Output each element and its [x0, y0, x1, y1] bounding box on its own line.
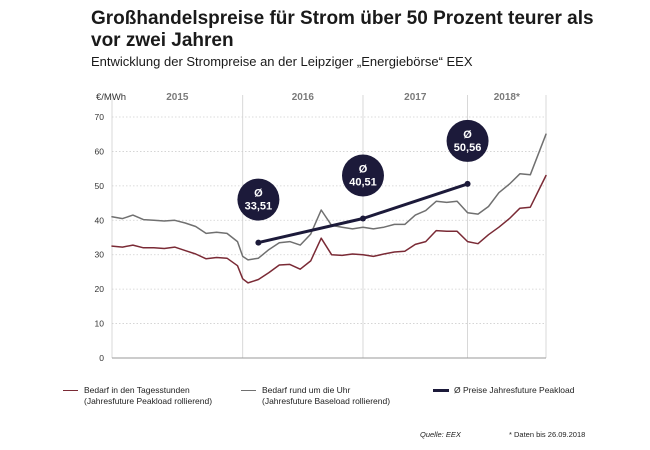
legend-swatch-average — [433, 389, 449, 392]
year-label-0: 2015 — [166, 92, 189, 103]
average-point-0 — [255, 239, 262, 246]
baseload-series-line — [111, 133, 547, 261]
legend-baseload: Bedarf rund um die Uhr (Jahresfuture Bas… — [241, 385, 421, 409]
year-label-2: 2017 — [404, 92, 427, 103]
average-symbol-2: Ø — [463, 129, 472, 141]
average-value-label-0: 33,51 — [245, 201, 273, 213]
chart-subtitle: Entwicklung der Strompreise an der Leipz… — [91, 54, 473, 69]
y-tick-label-20: 20 — [95, 284, 105, 294]
average-bubble-1 — [341, 154, 384, 197]
legend-swatch-baseload — [241, 390, 256, 391]
y-tick-label-70: 70 — [95, 112, 105, 122]
legend-peakload: Bedarf in den Tagesstunden (Jahresfuture… — [63, 385, 238, 409]
y-tick-label-50: 50 — [95, 181, 105, 191]
average-point-2 — [464, 180, 471, 187]
legend-average-line1: Ø Preise Jahresfuture Peakload — [454, 385, 575, 395]
average-point-1 — [359, 215, 366, 222]
legend-baseload-line1: Bedarf rund um die Uhr — [262, 385, 351, 395]
date-footnote: * Daten bis 26.09.2018 — [509, 430, 586, 439]
y-tick-label-0: 0 — [99, 353, 104, 363]
y-axis-unit-label: €/MWh — [96, 92, 126, 103]
y-tick-label-30: 30 — [95, 250, 105, 260]
source-note: Quelle: EEX — [420, 430, 461, 439]
average-symbol-0: Ø — [254, 188, 263, 200]
year-label-3: 2018* — [494, 92, 520, 103]
average-value-label-2: 50,56 — [454, 142, 482, 154]
axis-layer: 0 10 20 30 40 50 60 70 €/MWh 2015 2016 2017 2018* — [95, 92, 520, 363]
chart-title: Großhandelspreise für Strom über 50 Proz… — [91, 8, 594, 51]
y-tick-label-40: 40 — [95, 215, 105, 225]
peakload-series-line — [111, 174, 547, 284]
average-symbol-1: Ø — [359, 164, 368, 176]
average-bubble-2 — [446, 119, 489, 162]
legend-average: Ø Preise Jahresfuture Peakload — [433, 385, 608, 397]
legend-peakload-line2: (Jahresfuture Peakload rollierend) — [84, 396, 213, 406]
legend-swatch-peakload — [63, 390, 78, 391]
average-value-label-1: 40,51 — [349, 177, 377, 189]
year-label-1: 2016 — [292, 92, 315, 103]
legend-peakload-line1: Bedarf in den Tagesstunden — [84, 385, 190, 395]
average-bubble-0 — [237, 178, 280, 221]
y-tick-label-60: 60 — [95, 146, 105, 156]
y-tick-label-10: 10 — [95, 319, 105, 329]
series-layer — [111, 133, 547, 284]
legend-baseload-line2: (Jahresfuture Baseload rollierend) — [262, 396, 391, 406]
